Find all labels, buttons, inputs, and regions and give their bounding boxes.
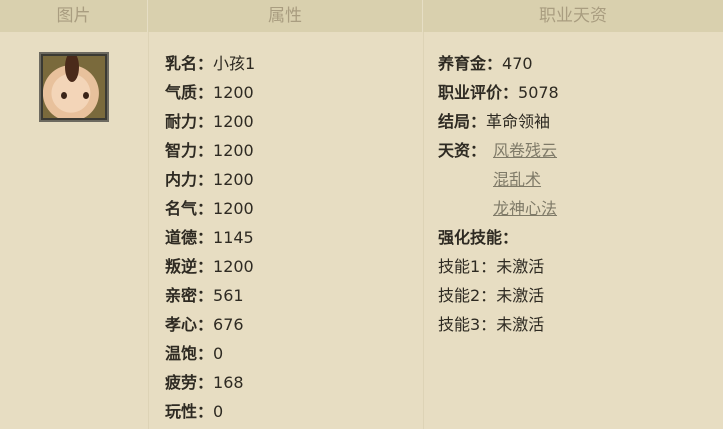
attribute-label: 玩性： [165,402,214,421]
skill-status: 未激活 [496,286,545,305]
skill-row: 技能2：未激活 [438,285,544,307]
skill-label: 技能2： [438,286,497,305]
header-attributes: 属性 [148,0,423,32]
skill-label: 技能1： [438,257,497,276]
attribute-label: 乳名： [165,54,214,73]
attribute-value: 1200 [213,199,254,218]
attribute-row: 叛逆：1200 [165,256,254,278]
skill-status: 未激活 [496,257,545,276]
attribute-label: 内力： [165,170,214,189]
attribute-row: 名气：1200 [165,198,254,220]
talent-link[interactable]: 混乱术 [493,170,542,189]
fund-row: 养育金：470 [438,53,533,75]
rating-row: 职业评价：5078 [438,82,559,104]
attribute-row: 耐力：1200 [165,111,254,133]
attribute-row: 孝心：676 [165,314,244,336]
skill-row: 技能1：未激活 [438,256,544,278]
attribute-label: 疲劳： [165,373,214,392]
attribute-value: 1200 [213,83,254,102]
skill-status: 未激活 [496,315,545,334]
divider [423,32,424,429]
attribute-value: 1200 [213,257,254,276]
attribute-row: 温饱：0 [165,343,223,365]
attribute-value: 676 [213,315,244,334]
attribute-label: 亲密： [165,286,214,305]
enhance-label: 强化技能： [438,228,519,247]
attribute-label: 耐力： [165,112,214,131]
talent-row: 天资： [438,140,486,162]
fund-value: 470 [502,54,533,73]
attribute-label: 孝心： [165,315,214,334]
header-image: 图片 [0,0,148,32]
ending-row: 结局：革命领袖 [438,111,550,133]
avatar [43,56,105,118]
attribute-label: 叛逆： [165,257,214,276]
divider [148,32,149,429]
rating-label: 职业评价： [438,83,519,102]
skill-row: 技能3：未激活 [438,314,544,336]
rating-value: 5078 [518,83,559,102]
ending-label: 结局： [438,112,487,131]
talent-link[interactable]: 龙神心法 [493,199,558,218]
attribute-label: 气质： [165,83,214,102]
table-header: 图片 属性 职业天资 [0,0,723,32]
attribute-value: 168 [213,373,244,392]
talent-link[interactable]: 风卷残云 [493,141,558,160]
attribute-value: 1200 [213,141,254,160]
skill-label: 技能3： [438,315,497,334]
attribute-value: 小孩1 [213,54,256,73]
attribute-row: 疲劳：168 [165,372,244,394]
attribute-row: 玩性：0 [165,401,223,423]
attribute-value: 0 [213,402,224,421]
attribute-value: 561 [213,286,244,305]
attribute-row: 道德：1145 [165,227,254,249]
attribute-row: 智力：1200 [165,140,254,162]
attribute-row: 亲密：561 [165,285,244,307]
attribute-label: 温饱： [165,344,214,363]
talent-label: 天资： [438,141,487,160]
attribute-row: 内力：1200 [165,169,254,191]
ending-value: 革命领袖 [486,112,551,131]
attribute-value: 1145 [213,228,254,247]
header-talent: 职业天资 [539,6,607,26]
child-portrait[interactable] [39,52,109,122]
attribute-row: 乳名：小孩1 [165,53,255,75]
attribute-value: 0 [213,344,224,363]
attribute-value: 1200 [213,112,254,131]
fund-label: 养育金： [438,54,503,73]
attribute-label: 名气： [165,199,214,218]
attribute-label: 道德： [165,228,214,247]
attribute-row: 气质：1200 [165,82,254,104]
attribute-value: 1200 [213,170,254,189]
attribute-label: 智力： [165,141,214,160]
